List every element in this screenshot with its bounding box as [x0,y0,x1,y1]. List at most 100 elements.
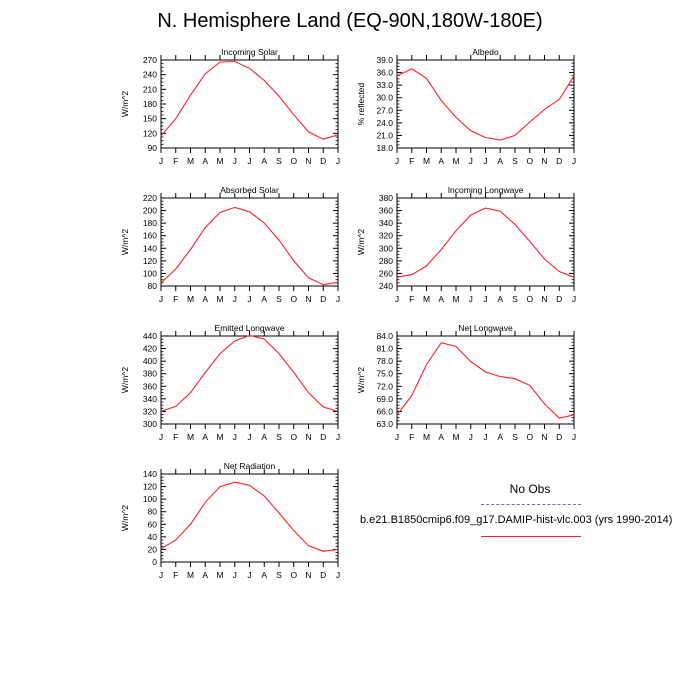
x-tick-label: J [159,156,163,166]
x-tick-label: A [202,432,208,442]
plot-frame [396,59,575,149]
y-tick-label: 39.0 [376,55,393,65]
x-tick-label: A [438,294,444,304]
x-tick-label: S [276,570,282,580]
panel-title: Net Radiation [224,461,276,471]
x-tick-label: M [452,156,459,166]
legend-model-label: b.e21.B1850cmip6.f09_g17.DAMIP-hist-vlc.… [360,514,673,526]
y-axis-label: W/m^2 [120,91,130,117]
x-tick-label: F [173,156,178,166]
y-tick-label: 140 [143,243,157,253]
x-tick-label: N [541,294,547,304]
x-tick-label: O [526,156,533,166]
x-tick-label: J [483,432,487,442]
y-tick-label: 440 [143,331,157,341]
x-tick-label: F [409,432,414,442]
series-line-model [160,481,339,552]
y-tick-label: 240 [379,281,393,291]
panel-2: Absorbed Solar W/m^2 80 100 120 140 160 180 200 2… [120,185,340,304]
plot-frame [160,335,339,425]
y-tick-label: 27.0 [376,105,393,115]
panel-title: Albedo [472,47,499,57]
series-line-model [160,334,339,412]
x-tick-label: J [572,294,576,304]
x-tick-label: J [247,294,251,304]
y-tick-label: 160 [143,231,157,241]
x-tick-label: J [469,432,473,442]
y-tick-label: 150 [143,114,157,124]
y-tick-label: 120 [143,128,157,138]
panel-title: Incoming Solar [221,47,278,57]
y-tick-label: 20 [148,544,158,554]
x-tick-label: M [452,432,459,442]
x-tick-label: M [216,570,223,580]
x-tick-label: N [541,156,547,166]
x-tick-label: A [261,432,267,442]
panel-0: Incoming Solar W/m^2 90 120 150 180 210 240 270 J… [120,47,340,166]
y-tick-label: 66.0 [376,406,393,416]
x-tick-label: F [173,294,178,304]
series-line-model [160,206,339,286]
panel-title: Incoming Longwave [448,185,524,195]
x-tick-label: J [395,156,399,166]
y-axis-label: % reflected [356,82,366,125]
y-tick-label: 40 [148,532,158,542]
x-tick-label: J [336,432,340,442]
y-tick-label: 33.0 [376,80,393,90]
legend-obs-label: No Obs [509,482,551,496]
x-tick-label: J [247,432,251,442]
x-tick-label: O [290,294,297,304]
series-line-model [396,68,575,141]
x-tick-label: O [290,156,297,166]
y-tick-label: 75.0 [376,369,393,379]
x-tick-label: M [187,156,194,166]
y-axis-label: W/m^2 [120,505,130,531]
x-tick-label: D [556,432,562,442]
x-tick-label: A [497,156,503,166]
y-tick-label: 63.0 [376,419,393,429]
x-tick-label: A [202,570,208,580]
x-tick-label: O [290,570,297,580]
y-tick-label: 320 [379,231,393,241]
x-tick-label: A [438,432,444,442]
y-axis-label: W/m^2 [356,367,366,393]
plot-frame [160,197,339,287]
y-tick-label: 210 [143,84,157,94]
y-tick-label: 21.0 [376,130,393,140]
panel-3: Incoming Longwave W/m^2 240 260 280 300 320 340… [356,185,576,304]
x-tick-label: J [233,570,237,580]
x-tick-label: N [305,294,311,304]
y-tick-label: 100 [143,494,157,504]
x-tick-label: J [469,156,473,166]
x-tick-label: S [276,156,282,166]
y-tick-label: 69.0 [376,394,393,404]
y-axis-label: W/m^2 [356,229,366,255]
x-tick-label: A [261,570,267,580]
x-tick-label: J [247,570,251,580]
plot-frame [160,59,339,149]
x-tick-label: F [409,156,414,166]
x-tick-label: J [159,294,163,304]
y-tick-label: 0 [152,557,157,567]
y-tick-label: 380 [143,369,157,379]
y-axis-label: W/m^2 [120,229,130,255]
x-tick-label: O [526,432,533,442]
y-tick-label: 280 [379,256,393,266]
y-tick-label: 140 [143,469,157,479]
x-tick-label: M [187,294,194,304]
y-tick-label: 81.0 [376,344,393,354]
x-tick-label: D [556,156,562,166]
x-tick-label: M [216,156,223,166]
x-tick-label: J [572,432,576,442]
x-tick-label: M [423,156,430,166]
x-tick-label: J [336,294,340,304]
x-tick-label: A [497,432,503,442]
x-tick-label: J [395,432,399,442]
y-tick-label: 300 [143,419,157,429]
y-tick-label: 100 [143,268,157,278]
x-tick-label: J [336,156,340,166]
x-tick-label: A [202,294,208,304]
x-tick-label: J [395,294,399,304]
